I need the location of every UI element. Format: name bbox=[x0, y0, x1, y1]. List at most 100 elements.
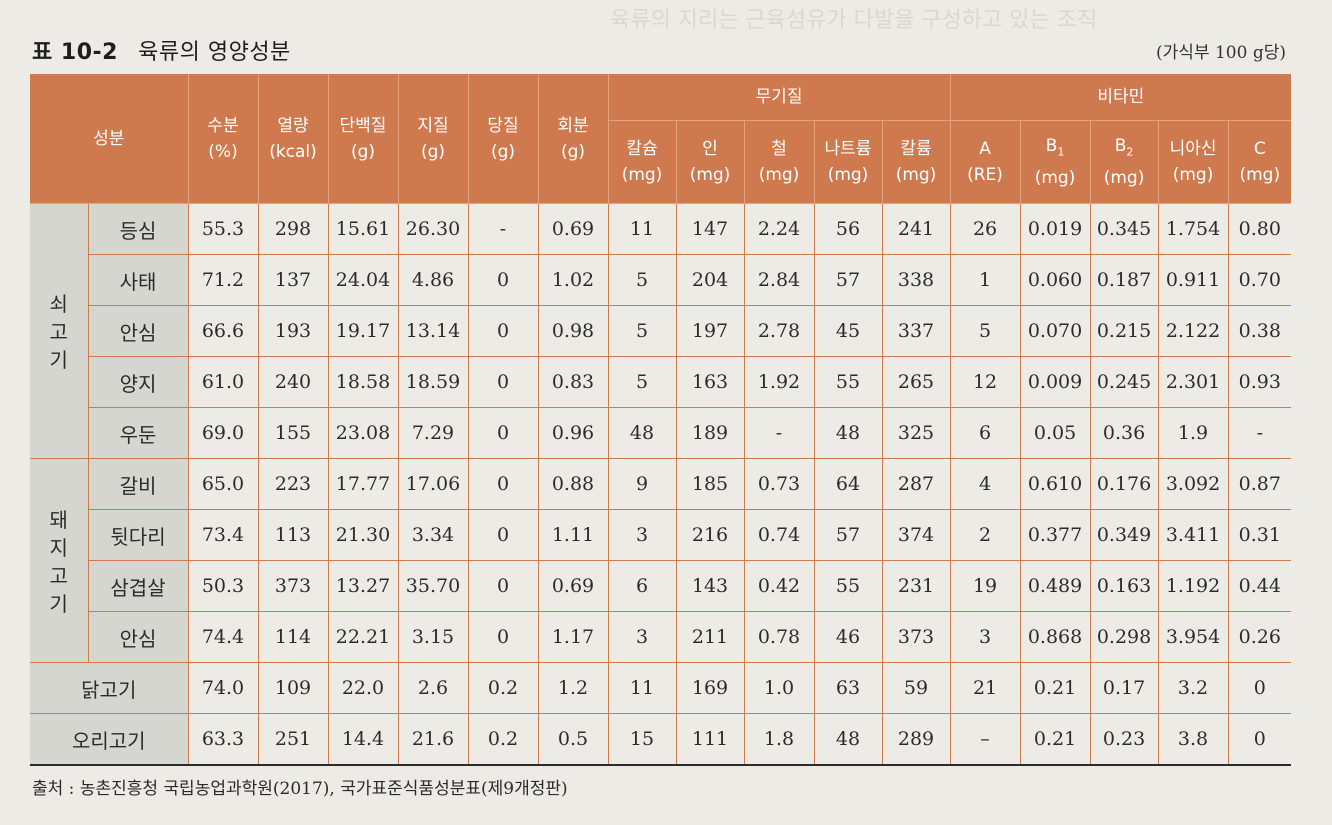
header-vitamin: B2 (mg) bbox=[1089, 120, 1159, 204]
value-cell: 6 bbox=[949, 407, 1021, 459]
value-cell: 0.69 bbox=[537, 203, 608, 255]
value-cell: – bbox=[949, 713, 1021, 766]
value-cell: 0 bbox=[1227, 713, 1292, 766]
value-cell: 0.21 bbox=[1019, 662, 1091, 714]
value-cell: 19.17 bbox=[327, 305, 398, 357]
value-cell: 9 bbox=[607, 458, 676, 510]
value-cell: 57 bbox=[813, 509, 882, 561]
value-cell: 55 bbox=[813, 356, 882, 408]
group-name: 쇠 고 기 bbox=[49, 292, 68, 372]
value-cell: 0.009 bbox=[1019, 356, 1091, 408]
value-cell: 109 bbox=[257, 662, 328, 714]
value-cell: 0.610 bbox=[1019, 458, 1091, 510]
value-cell: 2.301 bbox=[1157, 356, 1229, 408]
value-cell: 64 bbox=[813, 458, 882, 510]
value-cell: 59 bbox=[881, 662, 951, 714]
value-cell: 3.2 bbox=[1157, 662, 1229, 714]
header-vitamins-group: 비타민 bbox=[949, 74, 1292, 121]
value-cell: 14.4 bbox=[327, 713, 398, 766]
header-component: 성분 bbox=[30, 74, 188, 204]
value-cell: 63 bbox=[813, 662, 882, 714]
value-cell: 114 bbox=[257, 611, 328, 663]
value-cell: 0.78 bbox=[743, 611, 814, 663]
header-vitamin: 니아신 (mg) bbox=[1157, 120, 1229, 204]
value-cell: 73.4 bbox=[187, 509, 258, 561]
value-cell: 35.70 bbox=[397, 560, 468, 612]
value-cell: 74.0 bbox=[187, 662, 258, 714]
value-cell: 223 bbox=[257, 458, 328, 510]
value-cell: 15 bbox=[607, 713, 676, 766]
group-name: 돼 지 고 기 bbox=[49, 507, 68, 616]
value-cell: 0.42 bbox=[743, 560, 814, 612]
value-cell: 0.31 bbox=[1227, 509, 1292, 561]
value-cell: 0.019 bbox=[1019, 203, 1091, 255]
value-cell: 0.87 bbox=[1227, 458, 1292, 510]
value-cell: 23.08 bbox=[327, 407, 398, 459]
value-cell: 2.84 bbox=[743, 254, 814, 306]
value-cell: 155 bbox=[257, 407, 328, 459]
value-cell: 287 bbox=[881, 458, 951, 510]
value-cell: 0.2 bbox=[467, 713, 538, 766]
value-cell: 2.6 bbox=[397, 662, 468, 714]
value-cell: 0 bbox=[467, 611, 538, 663]
meat-name: 오리고기 bbox=[30, 713, 188, 766]
header-col: 지질 (g) bbox=[397, 74, 468, 204]
value-cell: 65.0 bbox=[187, 458, 258, 510]
value-cell: 240 bbox=[257, 356, 328, 408]
value-cell: 1.0 bbox=[743, 662, 814, 714]
value-cell: 15.61 bbox=[327, 203, 398, 255]
header-mineral: 나트륨 (mg) bbox=[813, 120, 882, 204]
value-cell: 4 bbox=[949, 458, 1021, 510]
value-cell: 1.92 bbox=[743, 356, 814, 408]
value-cell: 17.77 bbox=[327, 458, 398, 510]
value-cell: 338 bbox=[881, 254, 951, 306]
unit-note: (가식부 100 g당) bbox=[1156, 43, 1286, 63]
value-cell: 3.15 bbox=[397, 611, 468, 663]
table-row: 뒷다리 73.4 113 21.30 3.34 0 1.11 3 216 0.74 57 374 2 0.… bbox=[30, 509, 1292, 561]
value-cell: 50.3 bbox=[187, 560, 258, 612]
header-mineral: 인 (mg) bbox=[675, 120, 744, 204]
source-note: 출처 : 농촌진흥청 국립농업과학원(2017), 국가표준식품성분표(제9개정… bbox=[32, 779, 568, 799]
value-cell: 0.21 bbox=[1019, 713, 1091, 766]
value-cell: 0 bbox=[467, 254, 538, 306]
table-row: 안심 66.6 193 19.17 13.14 0 0.98 5 197 2.78 45 337 5 0.… bbox=[30, 305, 1292, 357]
value-cell: 373 bbox=[257, 560, 328, 612]
value-cell: 2.24 bbox=[743, 203, 814, 255]
value-cell: 3 bbox=[607, 611, 676, 663]
value-cell: 0.38 bbox=[1227, 305, 1292, 357]
value-cell: 0.36 bbox=[1089, 407, 1159, 459]
value-cell: 1.17 bbox=[537, 611, 608, 663]
value-cell: 1.754 bbox=[1157, 203, 1229, 255]
value-cell: 3.954 bbox=[1157, 611, 1229, 663]
value-cell: 19 bbox=[949, 560, 1021, 612]
part-name: 양지 bbox=[87, 356, 188, 408]
value-cell: 0.05 bbox=[1019, 407, 1091, 459]
value-cell: 3 bbox=[949, 611, 1021, 663]
value-cell: 21.6 bbox=[397, 713, 468, 766]
value-cell: 0 bbox=[467, 356, 538, 408]
value-cell: 185 bbox=[675, 458, 744, 510]
value-cell: 11 bbox=[607, 662, 676, 714]
value-cell: 0.377 bbox=[1019, 509, 1091, 561]
value-cell: - bbox=[1227, 407, 1292, 459]
header-mineral: 칼륨 (mg) bbox=[881, 120, 951, 204]
value-cell: 0.2 bbox=[467, 662, 538, 714]
value-cell: 48 bbox=[607, 407, 676, 459]
value-cell: 13.14 bbox=[397, 305, 468, 357]
value-cell: 0 bbox=[467, 305, 538, 357]
value-cell: 21.30 bbox=[327, 509, 398, 561]
value-cell: 17.06 bbox=[397, 458, 468, 510]
value-cell: 373 bbox=[881, 611, 951, 663]
value-cell: - bbox=[467, 203, 538, 255]
value-cell: 18.58 bbox=[327, 356, 398, 408]
value-cell: 163 bbox=[675, 356, 744, 408]
value-cell: 2.122 bbox=[1157, 305, 1229, 357]
value-cell: 13.27 bbox=[327, 560, 398, 612]
group-label: 쇠 고 기 bbox=[30, 203, 88, 459]
value-cell: 0.187 bbox=[1089, 254, 1159, 306]
part-name: 사태 bbox=[87, 254, 188, 306]
value-cell: 0.345 bbox=[1089, 203, 1159, 255]
value-cell: 0.88 bbox=[537, 458, 608, 510]
value-cell: 0.070 bbox=[1019, 305, 1091, 357]
value-cell: 2 bbox=[949, 509, 1021, 561]
